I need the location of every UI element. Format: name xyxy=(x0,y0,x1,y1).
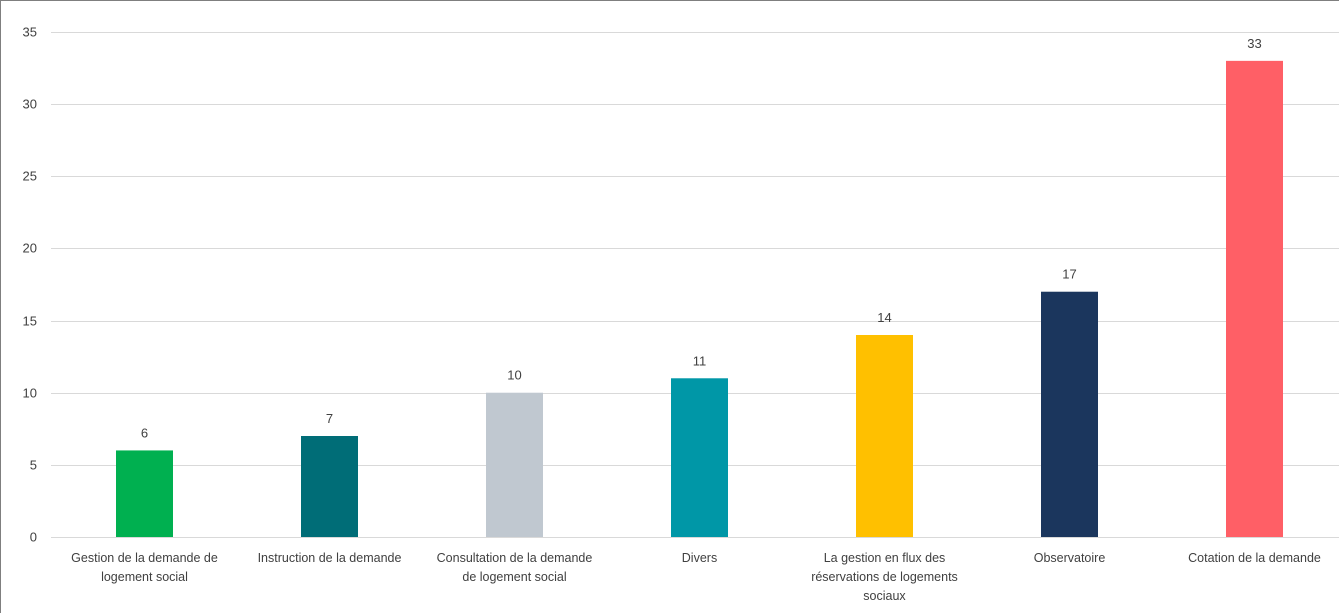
bar xyxy=(486,392,543,537)
y-tick-label: 30 xyxy=(23,97,37,112)
data-label: 33 xyxy=(1247,36,1261,51)
data-label: 7 xyxy=(326,411,333,426)
bar xyxy=(1226,60,1283,537)
bars xyxy=(116,60,1283,537)
category-label: Divers xyxy=(682,551,717,565)
y-tick-label: 10 xyxy=(23,386,37,401)
y-tick-label: 20 xyxy=(23,241,37,256)
y-tick-label: 25 xyxy=(23,169,37,184)
data-label: 10 xyxy=(507,368,521,383)
bar xyxy=(671,378,728,537)
data-label: 17 xyxy=(1062,267,1076,282)
data-label: 11 xyxy=(693,353,707,368)
bar xyxy=(116,450,173,537)
category-label: La gestion en flux des réservations de lo… xyxy=(811,551,958,603)
category-labels: Gestion de la demande de logement social I… xyxy=(71,551,1321,603)
category-label: Observatoire xyxy=(1034,551,1106,565)
data-labels: 6 7 10 11 14 17 33 xyxy=(141,36,1262,441)
bar xyxy=(301,436,358,537)
y-axis-ticks: 0 5 10 15 20 25 30 35 xyxy=(23,25,37,545)
y-tick-label: 5 xyxy=(30,458,37,473)
category-label: Consultation de la demande de logement so… xyxy=(437,551,593,584)
y-tick-label: 35 xyxy=(23,25,37,40)
data-label: 14 xyxy=(877,310,891,325)
bar xyxy=(1041,291,1098,537)
category-label: Gestion de la demande de logement social xyxy=(71,551,218,584)
bar xyxy=(856,335,913,537)
category-label: Instruction de la demande xyxy=(258,551,402,565)
y-tick-label: 0 xyxy=(30,530,37,545)
y-tick-label: 15 xyxy=(23,314,37,329)
category-label: Cotation de la demande xyxy=(1188,551,1321,565)
data-label: 6 xyxy=(141,425,148,440)
